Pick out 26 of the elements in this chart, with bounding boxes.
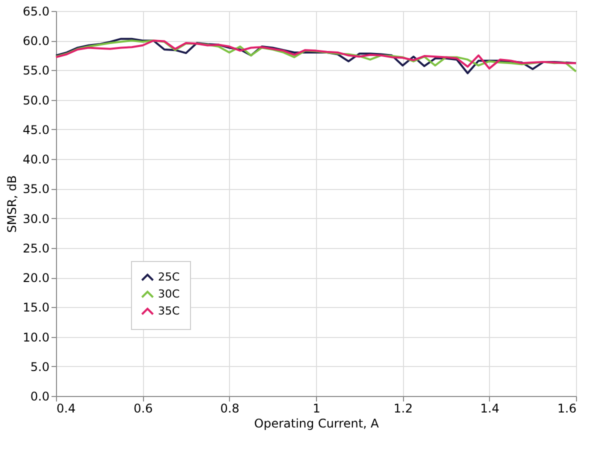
y-tick-label: 45.0 <box>22 122 50 137</box>
x-tick-label: 0.8 <box>220 402 240 416</box>
y-axis-title: SMSR, dB <box>4 175 19 233</box>
y-tick-label: 30.0 <box>22 212 50 226</box>
x-axis-title: Operating Current, A <box>254 416 380 430</box>
y-tick-label: 10.0 <box>22 330 50 344</box>
y-tick-label: 0.0 <box>30 390 50 404</box>
y-tick-label: 60.0 <box>22 34 50 48</box>
x-tick-label: 1.2 <box>394 402 413 416</box>
x-tick-label: 0.6 <box>134 402 153 416</box>
y-tick-label: 20.0 <box>22 271 50 286</box>
y-tick-label: 40.0 <box>22 152 50 167</box>
legend-label: 35C <box>158 304 180 318</box>
x-tick-label: 1 <box>312 402 320 416</box>
y-tick-label: 50.0 <box>22 93 50 108</box>
y-tick-label: 15.0 <box>22 300 50 315</box>
x-tick-label: 0.4 <box>56 402 76 416</box>
y-tick-label: 25.0 <box>22 241 50 256</box>
x-tick-label: 1.6 <box>557 402 576 416</box>
y-tick-label: 5.0 <box>30 360 50 374</box>
y-tick-label: 35.0 <box>22 182 50 196</box>
legend-label: 30C <box>158 288 180 300</box>
x-tick-label: 1.4 <box>480 402 500 416</box>
legend-label: 25C <box>158 270 180 284</box>
y-tick-label: 55.0 <box>22 64 50 78</box>
y-tick-label: 65.0 <box>22 4 50 18</box>
